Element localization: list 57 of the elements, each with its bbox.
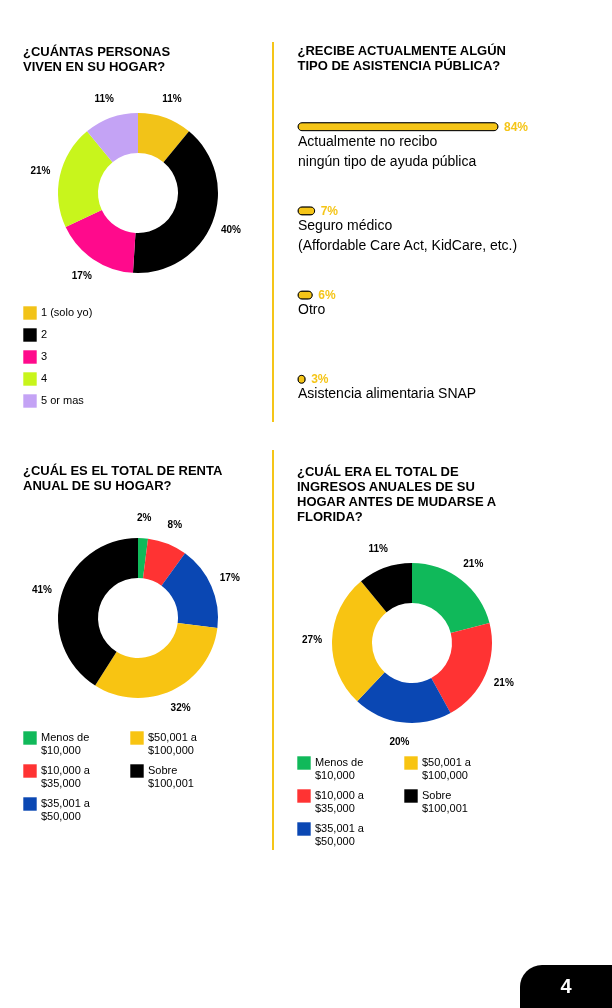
legend-label: 3 — [41, 350, 48, 362]
data-label: 84% — [504, 119, 529, 134]
donut-slice — [95, 623, 218, 698]
legend-label: Sobre $100,001 — [148, 764, 194, 789]
legend-label: $50,001 a $100,000 — [148, 731, 198, 756]
donut-slice — [143, 538, 186, 586]
legend-label: Menos de $10,000 — [315, 756, 364, 781]
legend-label: $35,001 a $50,000 — [315, 822, 365, 847]
data-label: 32% — [170, 702, 191, 714]
data-label: 8% — [167, 519, 183, 531]
legend-label: 5 or mas — [41, 394, 85, 406]
data-label: 11% — [368, 542, 388, 554]
donut-slice — [138, 538, 149, 579]
data-label: 27% — [302, 633, 323, 645]
legend-label: $10,000 a $35,000 — [41, 764, 91, 789]
donut-slice — [58, 538, 138, 686]
donut-slice — [138, 113, 189, 163]
chart-title: ¿CUÁNTAS PERSONAS VIVEN EN SU HOGAR? — [23, 43, 171, 74]
text: 4 — [520, 965, 612, 1008]
data-label: 3% — [311, 372, 329, 387]
donut-slice — [58, 131, 113, 228]
y-tick-label: Otro — [298, 301, 326, 318]
data-label: 7% — [320, 203, 339, 218]
legend-label: $35,001 a $50,000 — [41, 797, 91, 822]
data-label: 17% — [219, 572, 240, 584]
legend-label: $50,001 a $100,000 — [422, 756, 472, 781]
data-label: 11% — [94, 92, 114, 104]
chart-title: ¿CUÁL ERA EL TOTAL DE INGRESOS ANUALES DE SU HOGAR ANTES DE MUDARSE A FLORIDA? — [297, 463, 497, 524]
legend-label: Sobre $100,001 — [422, 789, 468, 814]
donut-slice — [357, 672, 451, 723]
data-label: 20% — [389, 736, 410, 748]
data-label: 41% — [31, 584, 53, 596]
y-tick-label: Seguro médico (Affordable Care Act, KidCare, etc.) — [298, 216, 518, 253]
legend-label: Menos de $10,000 — [41, 731, 90, 756]
data-label: 21% — [493, 676, 514, 688]
chart-title: ¿RECIBE ACTUALMENTE ALGÚN TIPO DE ASISTENCIA PÚBLICA? — [297, 43, 506, 73]
data-label: 17% — [71, 269, 92, 281]
data-label: 6% — [318, 288, 336, 303]
donut-slice — [332, 581, 387, 702]
y-tick-label: Actualmente no recibo ningún tipo de ayuda pública — [298, 132, 477, 169]
legend-label: $10,000 a $35,000 — [315, 789, 365, 814]
donut-slice — [431, 623, 492, 714]
data-label: 40% — [220, 223, 242, 235]
legend-label: 4 — [41, 372, 48, 384]
chart-title: ¿CUÁL ES EL TOTAL DE RENTA ANUAL DE SU HOGAR? — [23, 463, 223, 494]
donut-slice — [87, 113, 138, 163]
donut-slice — [132, 131, 218, 273]
legend-label: 1 (solo yo) — [41, 306, 93, 318]
donut-slice — [161, 553, 218, 629]
donut-slice — [65, 210, 136, 273]
data-label: 2% — [137, 512, 152, 524]
donut-slice — [361, 563, 412, 613]
y-tick-label: Asistencia alimentaria SNAP — [298, 385, 477, 402]
data-label: 21% — [30, 165, 51, 177]
data-label: 11% — [162, 92, 182, 104]
data-label: 21% — [463, 557, 484, 569]
legend-label: 2 — [41, 328, 48, 340]
